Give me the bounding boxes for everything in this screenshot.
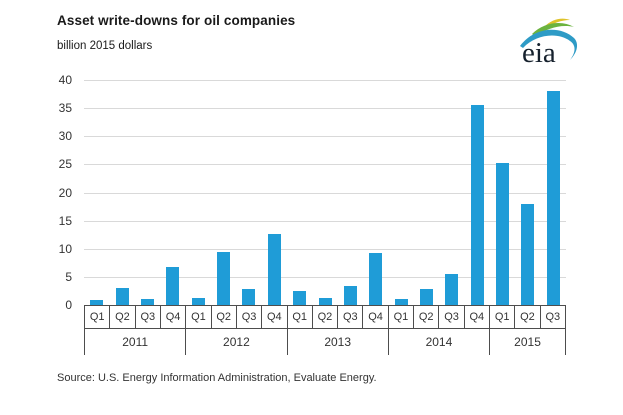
quarter-label-cell: Q3: [439, 306, 465, 328]
bar-Q3-2013: [343, 286, 357, 305]
y-tick-label-40: 40: [58, 73, 72, 87]
year-label-2014: 2014: [389, 329, 491, 355]
bar-Q3-2012: [242, 289, 256, 305]
eia-logo-blue-swoosh: [520, 29, 578, 60]
bar-Q2-2013: [318, 298, 332, 305]
gridline-5: [84, 277, 566, 278]
bar-Q3-2015: [546, 91, 560, 305]
y-tick-label-5: 5: [65, 270, 72, 284]
bar-Q4-2013: [369, 253, 383, 305]
eia-logo-text: eia: [522, 37, 556, 68]
bar-Q1-2014: [394, 299, 408, 305]
y-tick-label-15: 15: [58, 214, 72, 228]
gridline-20: [84, 193, 566, 194]
x-axis-year-row: 2011 2012 2013 2014 2015: [84, 329, 566, 355]
gridline-35: [84, 108, 566, 109]
year-label-2012: 2012: [186, 329, 288, 355]
source-note: Source: U.S. Energy Information Administ…: [57, 372, 377, 384]
bar-Q2-2015: [521, 204, 535, 305]
x-axis-quarter-row: Q1 Q2 Q3 Q4 Q1 Q2 Q3 Q4 Q1 Q2 Q3 Q4 Q1 Q2 Q3 Q4 Q1 Q2 Q3: [84, 305, 566, 329]
y-tick-label-30: 30: [58, 129, 72, 143]
quarter-label-cell: Q3: [541, 306, 566, 328]
quarter-label-cell: Q1: [389, 306, 415, 328]
quarter-label-cell: Q1: [186, 306, 212, 328]
quarter-label-cell: Q2: [313, 306, 339, 328]
gridline-25: [84, 164, 566, 165]
quarter-label-cell: Q3: [136, 306, 161, 328]
quarter-label-cell: Q2: [414, 306, 440, 328]
gridline-40: [84, 80, 566, 81]
bar-Q1-2012: [191, 298, 205, 305]
quarter-label-cell: Q1: [85, 306, 111, 328]
quarter-label-cell: Q4: [363, 306, 389, 328]
quarter-label-cell: Q4: [262, 306, 288, 328]
y-tick-label-0: 0: [65, 298, 72, 312]
bar-Q4-2014: [470, 105, 484, 305]
bar-Q2-2011: [115, 288, 129, 305]
bar-Q1-2015: [496, 163, 510, 305]
bar-Q4-2012: [267, 234, 281, 305]
quarter-label-cell: Q1: [490, 306, 516, 328]
quarter-label-cell: Q2: [212, 306, 237, 328]
y-tick-label-35: 35: [58, 101, 72, 115]
chart-subtitle: billion 2015 dollars: [57, 40, 153, 52]
bar-Q2-2012: [217, 252, 231, 305]
quarter-label-cell: Q3: [338, 306, 364, 328]
quarter-label-cell: Q4: [161, 306, 187, 328]
plot-area: [84, 80, 566, 305]
quarter-label-cell: Q1: [288, 306, 313, 328]
y-tick-label-10: 10: [58, 242, 72, 256]
quarter-label-cell: Q2: [110, 306, 136, 328]
y-tick-label-20: 20: [58, 186, 72, 200]
gridline-10: [84, 249, 566, 250]
chart-title: Asset write-downs for oil companies: [57, 13, 296, 28]
bar-Q1-2013: [293, 291, 307, 305]
quarter-label-cell: Q2: [515, 306, 541, 328]
bar-Q4-2011: [166, 267, 180, 305]
eia-logo: eia: [520, 18, 578, 68]
year-label-2015: 2015: [490, 329, 566, 355]
bar-Q1-2011: [90, 300, 104, 305]
year-label-2013: 2013: [288, 329, 389, 355]
bar-Q2-2014: [419, 289, 433, 305]
y-tick-label-25: 25: [58, 157, 72, 171]
quarter-label-cell: Q3: [237, 306, 263, 328]
bar-Q3-2014: [445, 274, 459, 305]
quarter-label-cell: Q4: [465, 306, 490, 328]
gridline-30: [84, 136, 566, 137]
year-label-2011: 2011: [85, 329, 187, 355]
bar-Q3-2011: [140, 299, 154, 305]
gridline-15: [84, 221, 566, 222]
